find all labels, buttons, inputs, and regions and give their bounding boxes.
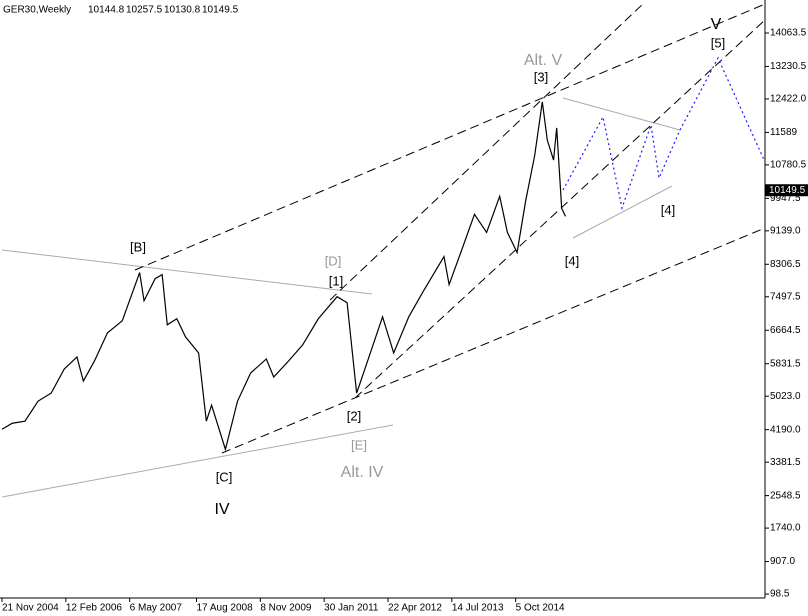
ohlc-low: 10130.8: [164, 5, 201, 16]
wave-label: [2]: [347, 408, 361, 423]
wave-label: [5]: [711, 35, 725, 50]
last-price-box: [765, 184, 808, 197]
y-tick-label: 7497.5: [770, 291, 801, 302]
x-tick-label: 30 Jan 2011: [324, 603, 379, 614]
projection-path: [562, 56, 766, 211]
y-tick-label: 98.5: [770, 589, 790, 600]
wave-label: Alt. IV: [341, 464, 384, 481]
channel-line: [329, 1, 646, 301]
last-price-label: 10149.5: [769, 185, 806, 196]
wave-label: Alt. V: [524, 52, 563, 69]
x-tick-label: 5 Oct 2014: [516, 603, 565, 614]
symbol: GER30,Weekly: [3, 5, 71, 16]
y-tick-label: 907.0: [770, 556, 795, 567]
wave-label: [B]: [130, 239, 146, 254]
y-tick-label: 1740.0: [770, 523, 801, 534]
wave-label: [D]: [325, 253, 342, 268]
wave-label: [3]: [534, 69, 548, 84]
x-tick-label: 14 Jul 2013: [452, 603, 504, 614]
channel-line: [354, 19, 766, 399]
x-tick-label: 21 Nov 2004: [2, 603, 59, 614]
trend-line: [1, 249, 373, 295]
y-tick-label: 8306.5: [770, 259, 801, 270]
wave-label: V: [711, 16, 722, 33]
y-tick-label: 11589: [770, 127, 798, 138]
y-tick-label: 5831.5: [770, 358, 801, 369]
channel-line: [134, 3, 766, 271]
trend-lines: [1, 1, 766, 498]
wave-label: IV: [214, 501, 229, 518]
wave-label: [E]: [351, 437, 367, 452]
y-tick-label: 6664.5: [770, 325, 801, 336]
trend-line: [1, 424, 394, 498]
x-tick-label: 22 Apr 2012: [388, 603, 442, 614]
x-tick-label: 17 Aug 2008: [196, 603, 253, 614]
x-tick-label: 6 May 2007: [130, 603, 183, 614]
y-tick-label: 3381.5: [770, 457, 801, 468]
price-line: [1, 101, 567, 452]
y-tick-label: 14063.5: [770, 28, 807, 39]
y-tick-label: 12422.0: [770, 94, 807, 105]
annotations: [B] [D] [1] [C] IV [2] [E] Alt. IV Alt. …: [130, 16, 725, 518]
wave-label: [4]: [565, 253, 579, 268]
y-tick-label: 13230.5: [770, 61, 807, 72]
y-tick-label: 10780.5: [770, 160, 807, 171]
wave-label: [C]: [216, 469, 233, 484]
y-tick-label: 9947.5: [770, 193, 801, 204]
x-tick-label: 12 Feb 2006: [66, 603, 123, 614]
y-tick-label: 2548.5: [770, 490, 801, 501]
wave-label: [1]: [329, 273, 343, 288]
y-tick-label: 9139.0: [770, 225, 801, 236]
trend-line: [572, 185, 673, 239]
x-tick-label: 8 Nov 2009: [260, 603, 312, 614]
wave-label: [4]: [661, 202, 675, 217]
trend-line: [562, 97, 681, 131]
y-tick-label: 5023.0: [770, 391, 801, 402]
plot: [1, 101, 567, 452]
ohlc-high: 10257.5: [126, 5, 163, 16]
y-tick-label: 4190.0: [770, 424, 801, 435]
ohlc-close: 10149.5: [202, 5, 239, 16]
ohlc-open: 10144.8: [88, 5, 125, 16]
